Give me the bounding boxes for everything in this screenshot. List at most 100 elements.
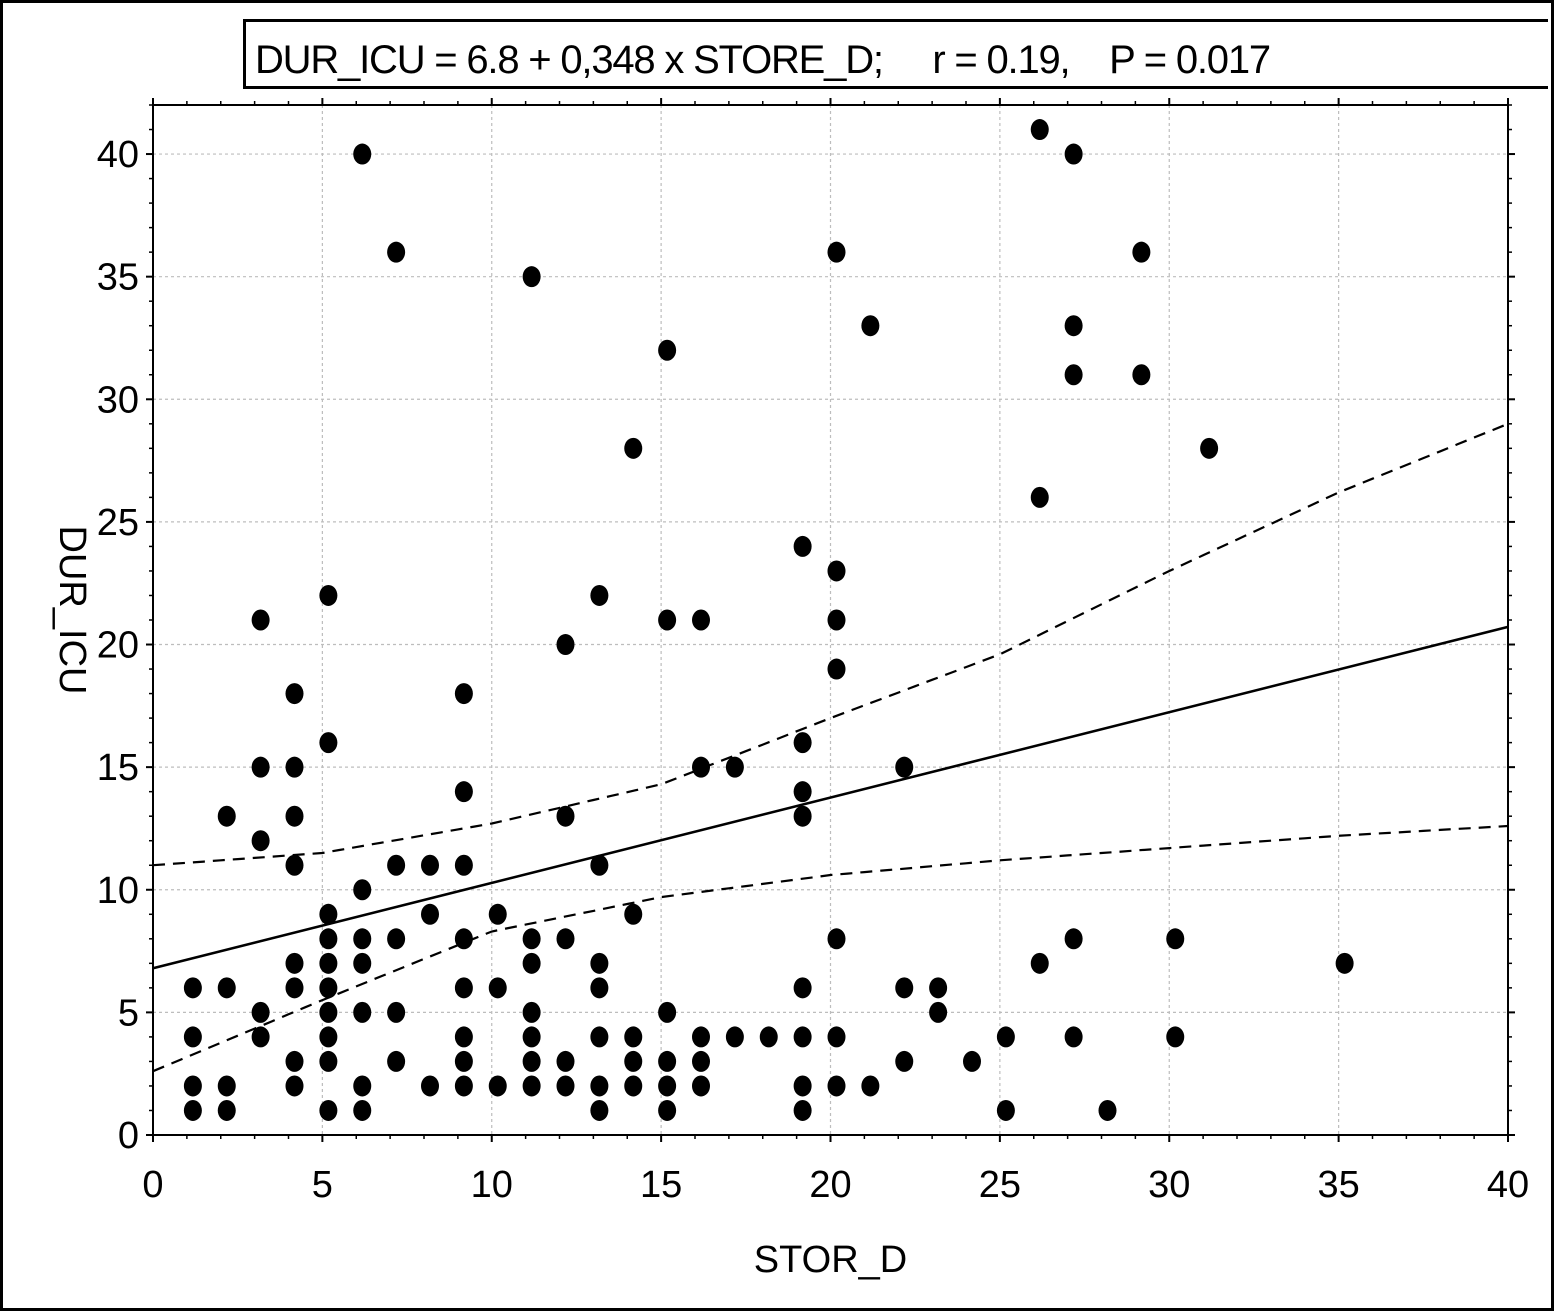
data-point bbox=[217, 1099, 236, 1121]
data-point bbox=[285, 805, 304, 827]
data-point bbox=[658, 1099, 677, 1121]
data-point bbox=[183, 977, 202, 999]
y-tick-label: 10 bbox=[97, 870, 139, 912]
data-point bbox=[658, 1001, 677, 1023]
data-point bbox=[929, 977, 948, 999]
data-point bbox=[285, 756, 304, 778]
data-point bbox=[1064, 315, 1083, 337]
data-point bbox=[319, 1026, 338, 1048]
data-point bbox=[692, 1075, 710, 1097]
axis-ticks bbox=[146, 98, 1515, 1142]
data-point bbox=[590, 584, 609, 606]
data-point bbox=[963, 1050, 981, 1072]
data-point bbox=[1064, 1026, 1083, 1048]
data-point bbox=[861, 315, 880, 337]
data-point bbox=[590, 1075, 609, 1097]
data-point bbox=[827, 241, 846, 263]
data-point bbox=[421, 1075, 439, 1097]
y-tick-label: 40 bbox=[97, 134, 139, 176]
data-point bbox=[793, 1099, 812, 1121]
data-point bbox=[319, 1099, 338, 1121]
y-tick-label: 30 bbox=[97, 379, 139, 421]
data-point bbox=[387, 1050, 406, 1072]
data-point bbox=[319, 1001, 338, 1023]
data-point bbox=[387, 241, 406, 263]
data-point bbox=[285, 952, 304, 974]
data-point bbox=[421, 903, 439, 925]
data-point bbox=[285, 977, 304, 999]
data-point bbox=[692, 1050, 710, 1072]
data-point bbox=[285, 1075, 304, 1097]
data-point bbox=[1064, 364, 1083, 386]
data-point bbox=[725, 756, 744, 778]
data-point bbox=[319, 952, 338, 974]
tick-labels: 0 5 10 15 20 25 30 35 40 0 5 10 15 20 25 30 35 40 bbox=[97, 134, 1529, 1206]
data-point bbox=[556, 805, 575, 827]
data-point bbox=[692, 756, 710, 778]
data-point bbox=[1064, 928, 1083, 950]
data-point bbox=[251, 1001, 270, 1023]
data-point bbox=[183, 1099, 202, 1121]
data-point bbox=[827, 609, 846, 631]
data-point bbox=[793, 805, 812, 827]
data-point bbox=[319, 1050, 338, 1072]
data-point bbox=[692, 609, 710, 631]
data-point bbox=[387, 1001, 406, 1023]
data-point bbox=[793, 732, 812, 754]
x-tick-label: 20 bbox=[809, 1164, 851, 1206]
data-point bbox=[522, 928, 541, 950]
data-point bbox=[793, 1026, 812, 1048]
y-tick-label: 0 bbox=[118, 1115, 139, 1157]
data-point bbox=[759, 1026, 778, 1048]
chart-title: DUR_ICU = 6.8 + 0,348 x STORE_D; r = 0.1… bbox=[255, 38, 1271, 82]
data-point bbox=[861, 1075, 880, 1097]
data-point bbox=[454, 781, 473, 803]
x-tick-label: 15 bbox=[640, 1164, 682, 1206]
x-axis-label: STOR_D bbox=[754, 1239, 907, 1281]
data-point bbox=[1132, 241, 1151, 263]
data-point bbox=[1030, 486, 1049, 508]
data-point bbox=[285, 683, 304, 705]
data-point bbox=[590, 952, 609, 974]
data-point bbox=[725, 1026, 744, 1048]
data-point bbox=[556, 1075, 575, 1097]
data-point bbox=[387, 854, 406, 876]
data-point bbox=[522, 266, 541, 288]
data-point bbox=[996, 1099, 1015, 1121]
data-point bbox=[183, 1026, 202, 1048]
data-point bbox=[895, 977, 914, 999]
data-point bbox=[1030, 119, 1049, 141]
data-point bbox=[353, 143, 372, 165]
data-point bbox=[319, 928, 338, 950]
data-point bbox=[895, 756, 914, 778]
data-points bbox=[183, 119, 1354, 1121]
data-point bbox=[522, 1001, 541, 1023]
regression-line bbox=[152, 625, 1509, 970]
data-point bbox=[183, 1075, 202, 1097]
confidence-band-upper bbox=[152, 422, 1509, 867]
data-point bbox=[827, 658, 846, 680]
data-point bbox=[658, 609, 677, 631]
data-point bbox=[1030, 952, 1049, 974]
y-tick-label: 35 bbox=[97, 257, 139, 299]
y-tick-label: 25 bbox=[97, 502, 139, 544]
data-point bbox=[1098, 1099, 1117, 1121]
data-point bbox=[454, 854, 473, 876]
data-point bbox=[454, 928, 473, 950]
chart-title-box bbox=[243, 19, 1548, 89]
data-point bbox=[387, 928, 406, 950]
regression-line-group bbox=[152, 625, 1509, 970]
data-point bbox=[556, 1050, 575, 1072]
data-point bbox=[590, 854, 609, 876]
y-tick-label: 5 bbox=[118, 992, 139, 1034]
data-point bbox=[353, 1099, 372, 1121]
data-point bbox=[454, 683, 473, 705]
data-point bbox=[1166, 928, 1185, 950]
data-point bbox=[658, 339, 677, 361]
data-point bbox=[353, 1001, 372, 1023]
data-point bbox=[319, 977, 338, 999]
data-point bbox=[793, 1075, 812, 1097]
data-point bbox=[217, 805, 236, 827]
confidence-band bbox=[152, 422, 1509, 1073]
data-point bbox=[319, 903, 338, 925]
